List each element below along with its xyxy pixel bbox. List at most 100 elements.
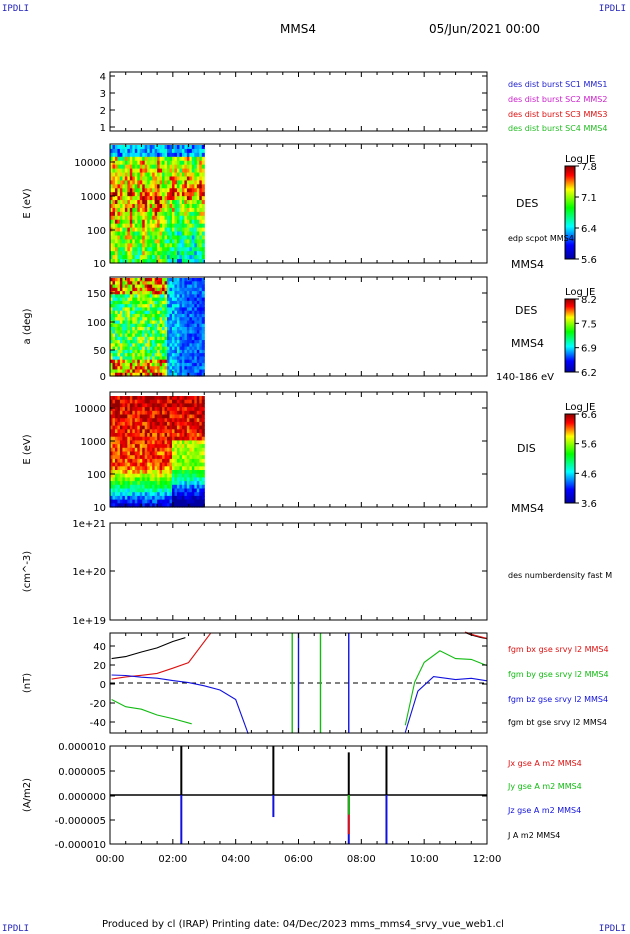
heatmap-cell bbox=[172, 330, 176, 335]
heatmap-cell bbox=[157, 466, 161, 471]
heatmap-cell bbox=[169, 353, 173, 357]
heatmap-cell bbox=[132, 227, 136, 233]
plot-date: 05/Jun/2021 00:00 bbox=[429, 22, 541, 36]
heatmap-cell bbox=[164, 219, 168, 225]
heatmap-cell bbox=[179, 372, 183, 377]
y-tick-label: 40 bbox=[93, 642, 106, 653]
heatmap-cell bbox=[132, 284, 136, 289]
heatmap-cell bbox=[172, 192, 176, 197]
heatmap-cell bbox=[167, 152, 171, 158]
heatmap-cell bbox=[167, 492, 171, 497]
heatmap-cell bbox=[191, 399, 195, 404]
heatmap-cell bbox=[181, 346, 186, 351]
heatmap-cell bbox=[167, 145, 171, 150]
heatmap-cell bbox=[186, 231, 190, 237]
heatmap-cell bbox=[199, 247, 203, 252]
heatmap-cell bbox=[149, 207, 153, 213]
heatmap-cell bbox=[147, 207, 151, 213]
heatmap-cell bbox=[132, 313, 136, 318]
heatmap-cell bbox=[134, 418, 138, 423]
heatmap-cell bbox=[167, 407, 171, 412]
heatmap-cell bbox=[199, 164, 203, 170]
heatmap-cell bbox=[167, 372, 171, 377]
heatmap-cell bbox=[119, 455, 123, 460]
heatmap-cell bbox=[132, 320, 136, 325]
heatmap-cell bbox=[157, 440, 161, 445]
heatmap-cell bbox=[164, 477, 168, 482]
heatmap-cell bbox=[174, 196, 178, 201]
heatmap-cell bbox=[114, 492, 119, 497]
heatmap-cell bbox=[147, 192, 151, 197]
heatmap-cell bbox=[134, 455, 138, 460]
heatmap-cell bbox=[159, 330, 163, 335]
heatmap-cell bbox=[119, 488, 123, 493]
heatmap-cell bbox=[132, 172, 136, 178]
heatmap-cell bbox=[114, 278, 119, 282]
heatmap-cell bbox=[194, 433, 198, 438]
heatmap-cell bbox=[144, 488, 148, 493]
heatmap-cell bbox=[112, 304, 116, 308]
heatmap-cell bbox=[154, 304, 158, 308]
heatmap-cell bbox=[194, 297, 198, 302]
heatmap-cell bbox=[139, 407, 143, 412]
heatmap-cell bbox=[137, 204, 141, 209]
heatmap-cell bbox=[186, 418, 190, 423]
heatmap-cell bbox=[152, 327, 156, 331]
heatmap-cell bbox=[132, 281, 136, 286]
heatmap-cell bbox=[157, 184, 161, 189]
heatmap-cell bbox=[144, 287, 148, 292]
heatmap-cell bbox=[196, 353, 200, 357]
heatmap-cell bbox=[110, 239, 114, 244]
heatmap-cell bbox=[184, 447, 188, 453]
heatmap-cell bbox=[199, 444, 203, 449]
heatmap-cell bbox=[134, 223, 138, 229]
heatmap-cell bbox=[174, 458, 178, 464]
heatmap-cell bbox=[142, 366, 146, 371]
heatmap-cell bbox=[127, 223, 131, 229]
heatmap-cell bbox=[179, 287, 183, 292]
heatmap-cell bbox=[154, 433, 158, 438]
heatmap-cell bbox=[132, 396, 136, 401]
heatmap-cell bbox=[184, 255, 188, 260]
heatmap-cell bbox=[117, 333, 121, 338]
heatmap-cell bbox=[199, 396, 203, 401]
heatmap-cell bbox=[129, 317, 133, 322]
heatmap-cell bbox=[124, 451, 128, 456]
heatmap-cell bbox=[157, 145, 161, 150]
legend-entry: des dist burst SC3 MMS3 bbox=[508, 110, 607, 119]
heatmap-cell bbox=[137, 470, 141, 475]
heatmap-cell bbox=[199, 207, 203, 213]
heatmap-cell bbox=[174, 172, 178, 178]
heatmap-cell bbox=[179, 343, 183, 348]
heatmap-cell bbox=[122, 359, 126, 364]
heatmap-cell bbox=[162, 473, 166, 478]
heatmap-cell bbox=[147, 481, 151, 486]
heatmap-cell bbox=[199, 418, 203, 423]
heatmap-cell bbox=[162, 172, 166, 178]
heatmap-cell bbox=[186, 356, 190, 361]
heatmap-cell bbox=[164, 451, 168, 456]
heatmap-cell bbox=[127, 346, 131, 351]
heatmap-cell bbox=[117, 317, 121, 322]
heatmap-cell bbox=[142, 152, 146, 158]
heatmap-cell bbox=[134, 353, 138, 357]
heatmap-cell bbox=[152, 433, 156, 438]
heatmap-cell bbox=[127, 239, 131, 244]
heatmap-cell bbox=[169, 235, 173, 240]
heatmap-cell bbox=[176, 304, 181, 308]
heatmap-cell bbox=[134, 145, 138, 150]
heatmap-cell bbox=[132, 499, 136, 504]
heatmap-cell bbox=[167, 349, 171, 354]
heatmap-cell bbox=[189, 458, 193, 464]
heatmap-cell bbox=[132, 440, 136, 445]
heatmap-cell bbox=[149, 152, 153, 158]
heatmap-cell bbox=[159, 219, 163, 225]
heatmap-cell bbox=[110, 336, 114, 341]
heatmap-cell bbox=[186, 343, 190, 348]
heatmap-cell bbox=[172, 215, 176, 221]
heatmap-cell bbox=[191, 333, 195, 338]
heatmap-cell bbox=[144, 470, 148, 475]
heatmap-cell bbox=[139, 433, 143, 438]
heatmap-cell bbox=[152, 466, 156, 471]
heatmap-cell bbox=[127, 340, 131, 344]
